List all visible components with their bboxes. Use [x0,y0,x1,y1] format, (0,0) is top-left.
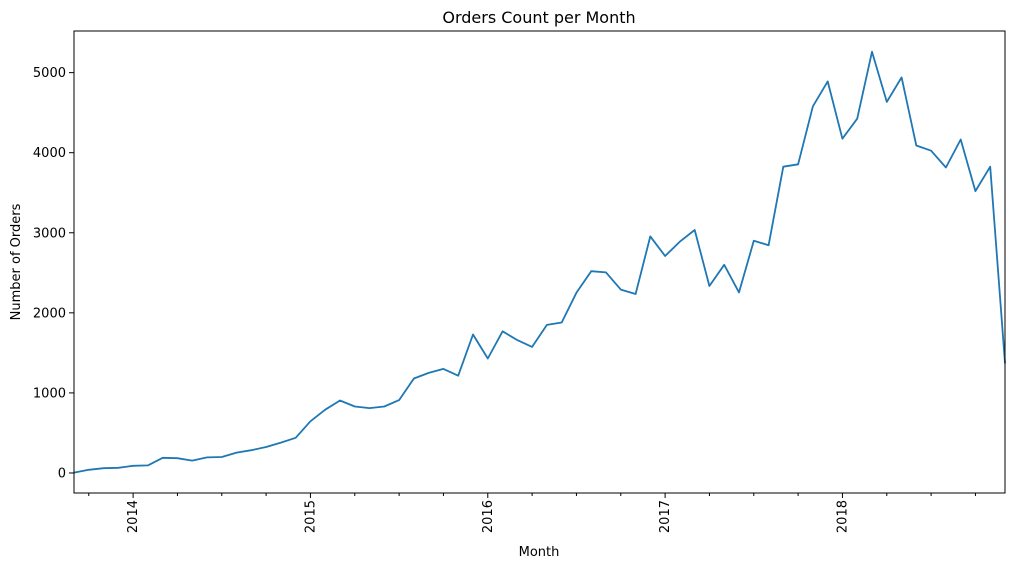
y-tick-label: 5000 [33,66,66,81]
y-tick-label: 2000 [33,306,66,321]
plot-area-frame [73,30,1006,494]
x-tick-label: 2017 [658,500,673,533]
y-axis-label: Number of Orders [9,203,24,320]
y-axis-ticks: 0 1000 2000 3000 4000 5000 [33,66,74,481]
orders-series-line [73,50,1006,474]
chart-title: Orders Count per Month [442,8,635,27]
x-tick-label: 2016 [481,500,496,533]
y-tick-label: 3000 [33,226,66,241]
x-tick-label: 2015 [303,500,318,533]
x-tick-label: 2018 [835,500,850,533]
y-tick-label: 1000 [33,386,66,401]
x-tick-label: 2014 [126,500,141,533]
x-axis-label: Month [519,545,560,560]
y-tick-label: 4000 [33,146,66,161]
y-tick-label: 0 [58,466,66,481]
